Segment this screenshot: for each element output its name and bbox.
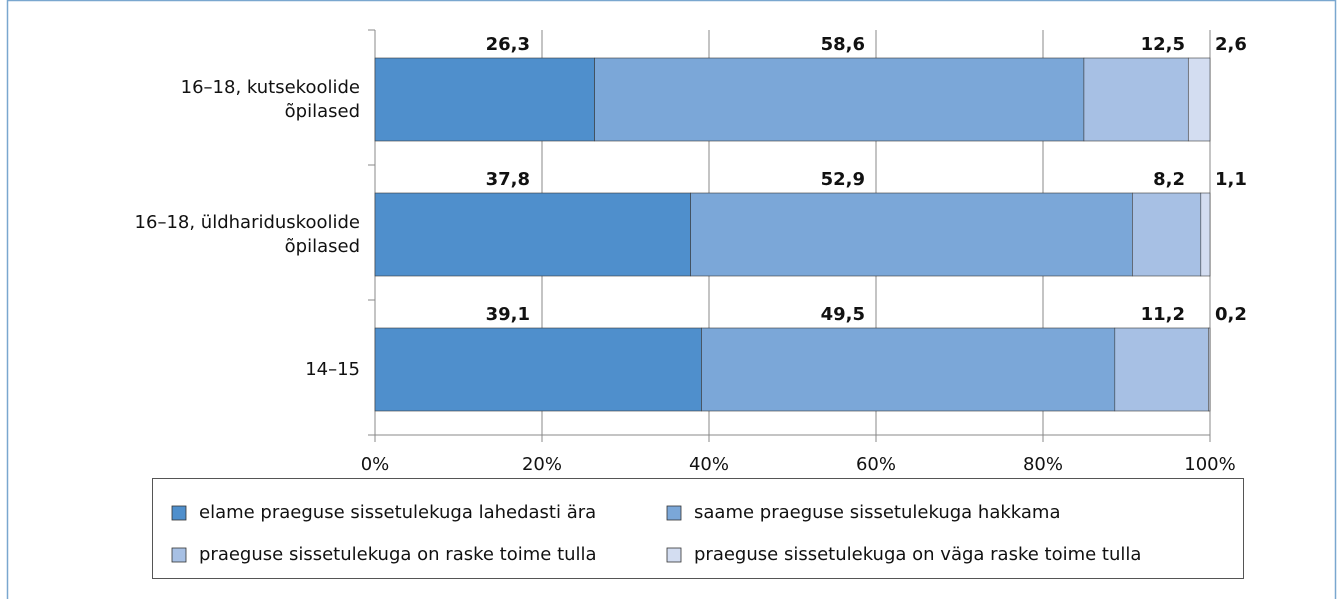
legend-swatch xyxy=(666,505,682,521)
data-label: 52,9 xyxy=(821,169,865,190)
bar-segment xyxy=(1187,57,1211,142)
data-label: 11,2 xyxy=(1141,304,1185,325)
data-label: 39,1 xyxy=(486,304,530,325)
y-tick-label: 14–15 xyxy=(305,358,360,380)
data-label: 0,2 xyxy=(1215,304,1247,325)
legend-swatch xyxy=(171,505,187,521)
data-label: 26,3 xyxy=(486,34,530,55)
data-label: 8,2 xyxy=(1153,169,1185,190)
legend-label: praeguse sissetulekuga on raske toime tu… xyxy=(199,544,597,565)
bar-segment xyxy=(1208,327,1211,412)
bar-segment xyxy=(1132,192,1202,277)
bar-segment xyxy=(374,57,595,142)
bar-segment xyxy=(1083,57,1189,142)
x-tick-label: 80% xyxy=(1023,454,1063,475)
data-label: 2,6 xyxy=(1215,34,1247,55)
data-label: 37,8 xyxy=(486,169,530,190)
x-tick-label: 0% xyxy=(361,454,390,475)
x-tick-label: 20% xyxy=(522,454,562,475)
legend-label: saame praeguse sissetulekuga hakkama xyxy=(694,502,1060,523)
bar-segment xyxy=(1114,327,1209,412)
bar-segment xyxy=(1200,192,1211,277)
data-label: 12,5 xyxy=(1141,34,1185,55)
legend-label: praeguse sissetulekuga on väga raske toi… xyxy=(694,544,1141,565)
legend-swatch xyxy=(171,547,187,563)
frame xyxy=(6,0,1337,599)
x-tick-label: 100% xyxy=(1184,454,1235,475)
data-label: 49,5 xyxy=(821,304,865,325)
bar-segment xyxy=(374,192,691,277)
bar-segment xyxy=(374,327,702,412)
data-label: 1,1 xyxy=(1215,169,1247,190)
x-tick-label: 40% xyxy=(689,454,729,475)
x-tick-label: 60% xyxy=(856,454,896,475)
bar-segment xyxy=(690,192,1133,277)
y-tick-label: 16–18, üldhariduskoolide õpilased xyxy=(134,211,360,257)
bar-segment xyxy=(701,327,1116,412)
legend-box xyxy=(152,478,1244,579)
legend-label: elame praeguse sissetulekuga lahedasti ä… xyxy=(199,502,596,523)
data-label: 58,6 xyxy=(821,34,865,55)
legend-swatch xyxy=(666,547,682,563)
y-tick-label: 16–18, kutsekoolide õpilased xyxy=(180,76,360,122)
bar-segment xyxy=(594,57,1085,142)
